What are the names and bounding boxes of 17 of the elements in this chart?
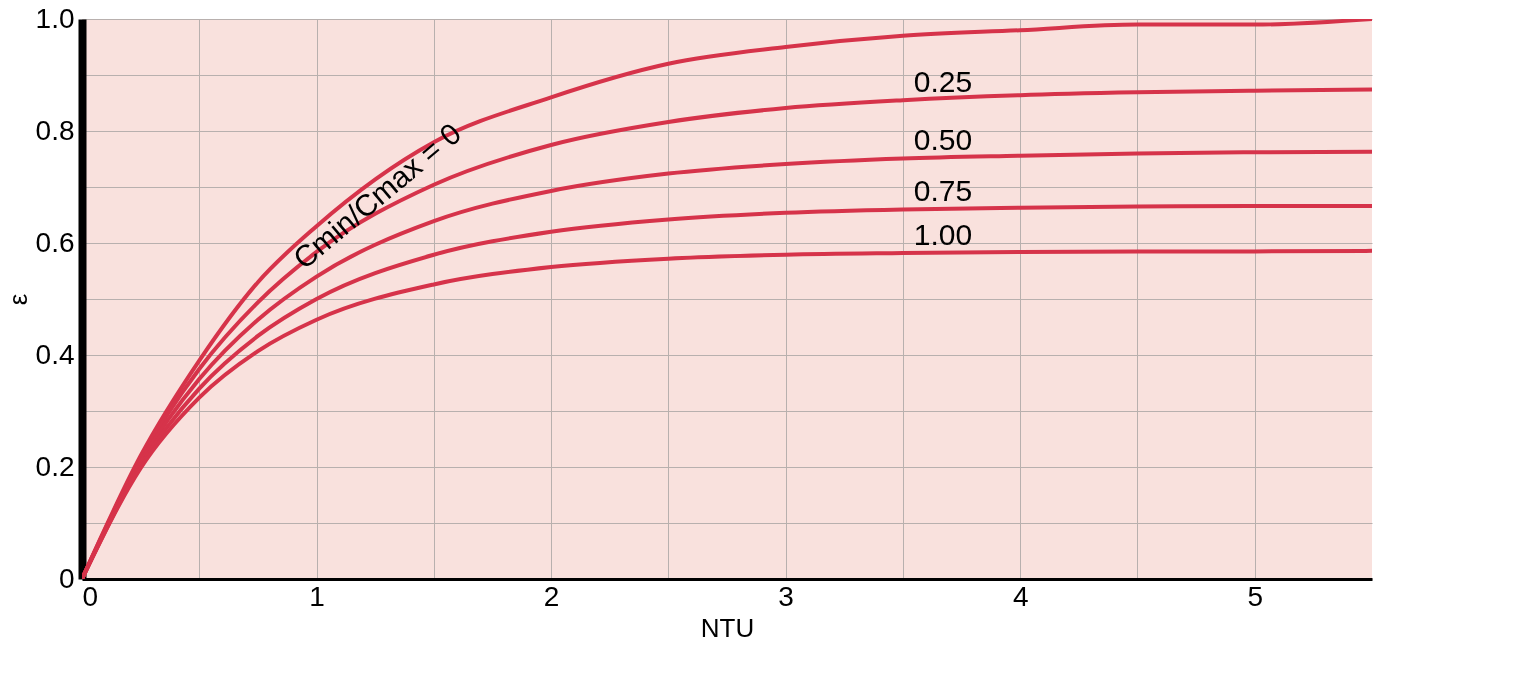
x-tick-label: 3 [778,580,794,612]
y-tick-label: 1.0 [35,2,75,34]
x-tick-label: 1 [309,580,325,612]
x-axis-title: NTU [700,612,755,643]
x-tick-label: 2 [543,580,560,612]
series-label: 0.75 [913,174,973,208]
y-tick-label: 0.2 [35,450,75,482]
y-tick-label: 0.8 [35,114,75,146]
x-tick-label: 0 [82,580,99,612]
x-tick-label: 5 [1247,580,1264,612]
series-label: 0.25 [913,65,973,99]
y-tick-label: 0.4 [35,338,75,370]
series-label: 1.00 [913,218,973,252]
x-tick-label: 4 [1012,580,1029,612]
y-axis-title: ε [2,293,33,306]
series-label: 0.50 [913,123,973,157]
y-tick-label: 0.6 [35,226,75,258]
